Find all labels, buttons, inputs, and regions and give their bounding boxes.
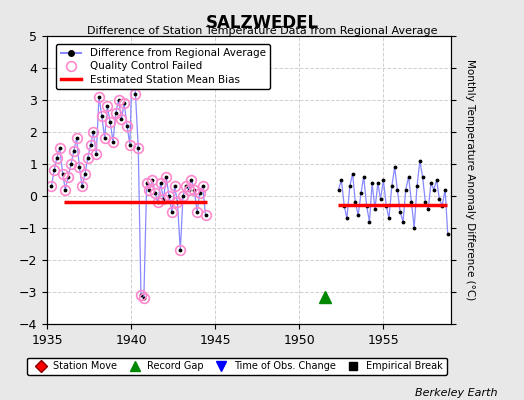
Text: SALZWEDEL: SALZWEDEL xyxy=(205,14,319,32)
Legend: Station Move, Record Gap, Time of Obs. Change, Empirical Break: Station Move, Record Gap, Time of Obs. C… xyxy=(27,358,446,375)
Text: Difference of Station Temperature Data from Regional Average: Difference of Station Temperature Data f… xyxy=(87,26,437,36)
Text: Berkeley Earth: Berkeley Earth xyxy=(416,388,498,398)
Y-axis label: Monthly Temperature Anomaly Difference (°C): Monthly Temperature Anomaly Difference (… xyxy=(465,59,475,301)
